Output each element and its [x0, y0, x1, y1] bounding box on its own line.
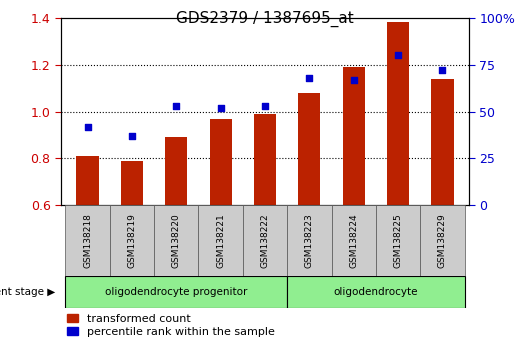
Text: GSM138220: GSM138220	[172, 213, 181, 268]
Bar	[198, 205, 243, 276]
Bar	[243, 205, 287, 276]
Point	[305, 75, 314, 81]
Text: GSM138224: GSM138224	[349, 213, 358, 268]
Bar	[387, 22, 409, 205]
Point	[128, 133, 136, 139]
Text: development stage ▶: development stage ▶	[0, 287, 56, 297]
Bar	[431, 79, 454, 205]
Bar	[287, 205, 332, 276]
Text: GSM138221: GSM138221	[216, 213, 225, 268]
Text: GSM138225: GSM138225	[394, 213, 403, 268]
Bar	[376, 205, 420, 276]
Bar	[165, 137, 188, 205]
Text: GSM138229: GSM138229	[438, 213, 447, 268]
Bar	[110, 205, 154, 276]
Text: GSM138218: GSM138218	[83, 213, 92, 268]
Bar	[76, 156, 99, 205]
Bar	[298, 93, 321, 205]
Bar	[65, 205, 110, 276]
Bar	[65, 276, 287, 308]
Bar	[342, 67, 365, 205]
Point	[216, 105, 225, 110]
Bar	[332, 205, 376, 276]
Bar	[420, 205, 465, 276]
Bar	[209, 119, 232, 205]
Bar	[287, 276, 465, 308]
Text: GDS2379 / 1387695_at: GDS2379 / 1387695_at	[176, 11, 354, 27]
Text: oligodendrocyte: oligodendrocyte	[334, 287, 418, 297]
Bar	[121, 161, 143, 205]
Point	[349, 77, 358, 82]
Point	[83, 124, 92, 129]
Point	[261, 103, 269, 109]
Legend: transformed count, percentile rank within the sample: transformed count, percentile rank withi…	[66, 314, 275, 337]
Bar	[254, 114, 276, 205]
Text: oligodendrocyte progenitor: oligodendrocyte progenitor	[105, 287, 248, 297]
Bar	[154, 205, 198, 276]
Point	[172, 103, 181, 109]
Text: GSM138223: GSM138223	[305, 213, 314, 268]
Text: GSM138219: GSM138219	[127, 213, 136, 268]
Text: GSM138222: GSM138222	[261, 213, 269, 268]
Point	[394, 52, 402, 58]
Point	[438, 67, 447, 73]
